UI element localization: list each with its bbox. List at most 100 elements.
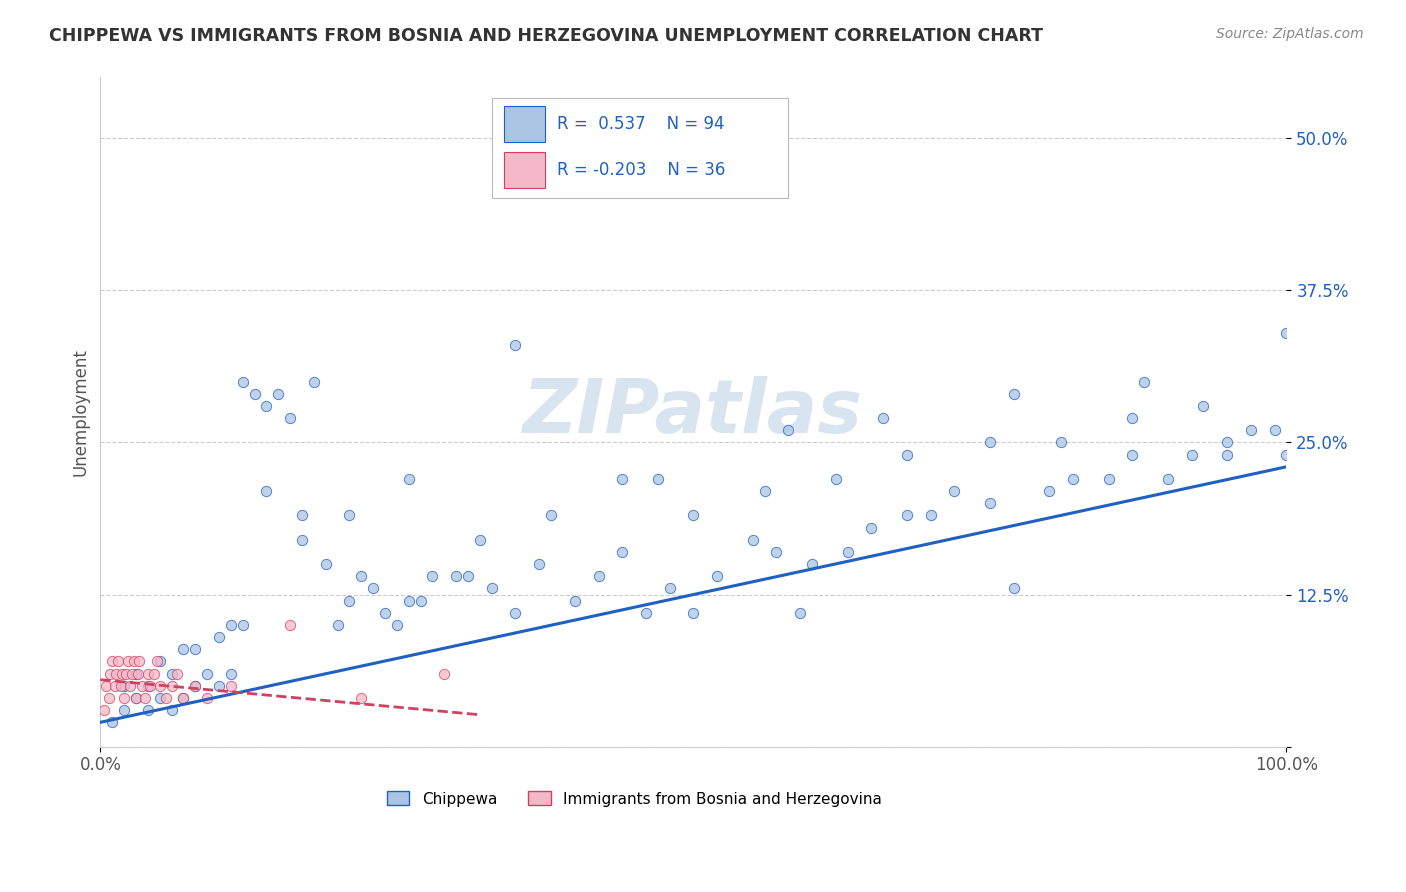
Point: [1097, 472, 1119, 486]
Point: [195, 690, 218, 705]
Point: [208, 679, 231, 693]
Point: [139, 679, 162, 693]
Point: [398, 593, 420, 607]
Point: [267, 386, 290, 401]
Point: [291, 533, 314, 547]
Point: [232, 375, 254, 389]
Point: [457, 569, 479, 583]
Legend: Chippewa, Immigrants from Bosnia and Herzegovina: Chippewa, Immigrants from Bosnia and Her…: [381, 785, 887, 813]
Point: [896, 508, 918, 523]
Point: [801, 557, 824, 571]
Point: [529, 557, 551, 571]
Point: [104, 666, 127, 681]
Point: [612, 545, 634, 559]
Point: [374, 606, 396, 620]
Point: [232, 618, 254, 632]
Point: [166, 666, 188, 681]
Point: [172, 642, 194, 657]
Point: [979, 435, 1001, 450]
Point: [208, 630, 231, 644]
Point: [860, 521, 883, 535]
Point: [184, 679, 207, 693]
Point: [505, 338, 527, 352]
Point: [824, 472, 846, 486]
Point: [837, 545, 859, 559]
Point: [136, 703, 159, 717]
Point: [634, 606, 657, 620]
Point: [1216, 435, 1239, 450]
Text: Source: ZipAtlas.com: Source: ZipAtlas.com: [1216, 27, 1364, 41]
Point: [134, 690, 156, 705]
Point: [184, 679, 207, 693]
Point: [1240, 423, 1263, 437]
Point: [149, 690, 172, 705]
Point: [765, 545, 787, 559]
Point: [1180, 448, 1202, 462]
Point: [481, 582, 503, 596]
Point: [172, 690, 194, 705]
Point: [219, 666, 242, 681]
Point: [146, 655, 169, 669]
Point: [588, 569, 610, 583]
Point: [195, 666, 218, 681]
Point: [107, 655, 129, 669]
Point: [943, 484, 966, 499]
Point: [433, 666, 456, 681]
Point: [219, 618, 242, 632]
Point: [98, 666, 121, 681]
Point: [422, 569, 444, 583]
Text: CHIPPEWA VS IMMIGRANTS FROM BOSNIA AND HERZEGOVINA UNEMPLOYMENT CORRELATION CHAR: CHIPPEWA VS IMMIGRANTS FROM BOSNIA AND H…: [49, 27, 1043, 45]
Point: [118, 679, 141, 693]
Point: [361, 582, 384, 596]
Point: [127, 666, 149, 681]
Point: [96, 679, 118, 693]
Point: [110, 679, 132, 693]
Point: [1062, 472, 1084, 486]
Point: [160, 703, 183, 717]
Point: [160, 666, 183, 681]
Point: [121, 666, 143, 681]
Point: [112, 703, 135, 717]
Point: [160, 679, 183, 693]
Point: [243, 386, 266, 401]
Point: [254, 399, 277, 413]
Point: [658, 582, 681, 596]
Point: [682, 508, 704, 523]
Point: [872, 411, 894, 425]
Text: ZIPatlas: ZIPatlas: [523, 376, 863, 449]
Point: [172, 690, 194, 705]
Point: [278, 618, 301, 632]
Point: [111, 666, 134, 681]
Y-axis label: Unemployment: Unemployment: [72, 348, 89, 476]
Point: [101, 655, 124, 669]
Point: [184, 642, 207, 657]
Point: [1275, 326, 1298, 340]
Point: [1192, 399, 1215, 413]
Point: [409, 593, 432, 607]
Point: [540, 508, 562, 523]
Point: [219, 679, 242, 693]
Point: [706, 569, 728, 583]
Point: [741, 533, 763, 547]
Point: [398, 472, 420, 486]
Point: [505, 606, 527, 620]
Point: [155, 690, 177, 705]
Point: [385, 618, 408, 632]
Point: [117, 655, 139, 669]
Point: [1275, 448, 1298, 462]
Point: [564, 593, 586, 607]
Point: [115, 666, 138, 681]
Point: [350, 569, 373, 583]
Point: [789, 606, 811, 620]
Point: [291, 508, 314, 523]
Point: [1157, 472, 1180, 486]
Point: [1121, 411, 1143, 425]
Point: [101, 715, 124, 730]
Point: [468, 533, 491, 547]
Point: [754, 484, 776, 499]
Point: [1121, 448, 1143, 462]
Point: [278, 411, 301, 425]
Point: [136, 679, 159, 693]
Point: [1038, 484, 1060, 499]
Point: [125, 690, 148, 705]
